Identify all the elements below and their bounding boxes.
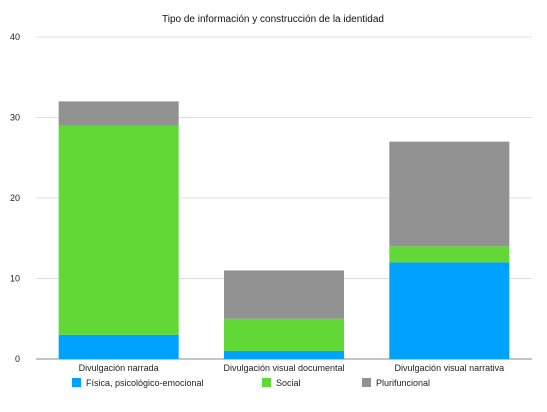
bar-segment-2-category-2 bbox=[224, 318, 344, 351]
bar-segment-3-category-2 bbox=[224, 270, 344, 319]
legend-swatch bbox=[362, 378, 371, 387]
bars bbox=[58, 101, 510, 359]
y-tick-label: 0 bbox=[15, 354, 20, 364]
x-axis-labels: Divulgación narrada Divulgación visual do… bbox=[79, 363, 504, 373]
y-tick-label: 20 bbox=[10, 193, 20, 203]
bar-segment-2-category-1 bbox=[58, 125, 179, 335]
legend-label: Plurifuncional bbox=[376, 378, 430, 388]
y-tick-label: 40 bbox=[10, 32, 20, 42]
bar-segment-1-category-3 bbox=[389, 262, 510, 359]
y-tick-label: 30 bbox=[10, 113, 20, 123]
y-tick-label: 10 bbox=[10, 274, 20, 284]
x-tick-label: Divulgación narrada bbox=[79, 363, 159, 373]
x-tick-label: Divulgación visual documental bbox=[223, 363, 344, 373]
legend: Física, psicológico-emocional Social Pluri… bbox=[72, 378, 430, 388]
bar-segment-3-category-1 bbox=[58, 101, 179, 126]
legend-swatch bbox=[72, 378, 81, 387]
legend-swatch bbox=[262, 378, 271, 387]
chart-title: Tipo de información y construcción de la… bbox=[162, 14, 384, 25]
bar-segment-2-category-3 bbox=[389, 246, 510, 263]
legend-label: Física, psicológico-emocional bbox=[86, 378, 204, 388]
bar-segment-1-category-2 bbox=[224, 350, 344, 359]
bar-segment-1-category-1 bbox=[58, 334, 179, 359]
x-tick-label: Divulgación visual narrativa bbox=[395, 363, 505, 373]
y-axis-ticks: 0 10 20 30 40 bbox=[10, 32, 20, 364]
bar-segment-3-category-3 bbox=[389, 141, 510, 247]
legend-label: Social bbox=[276, 378, 301, 388]
